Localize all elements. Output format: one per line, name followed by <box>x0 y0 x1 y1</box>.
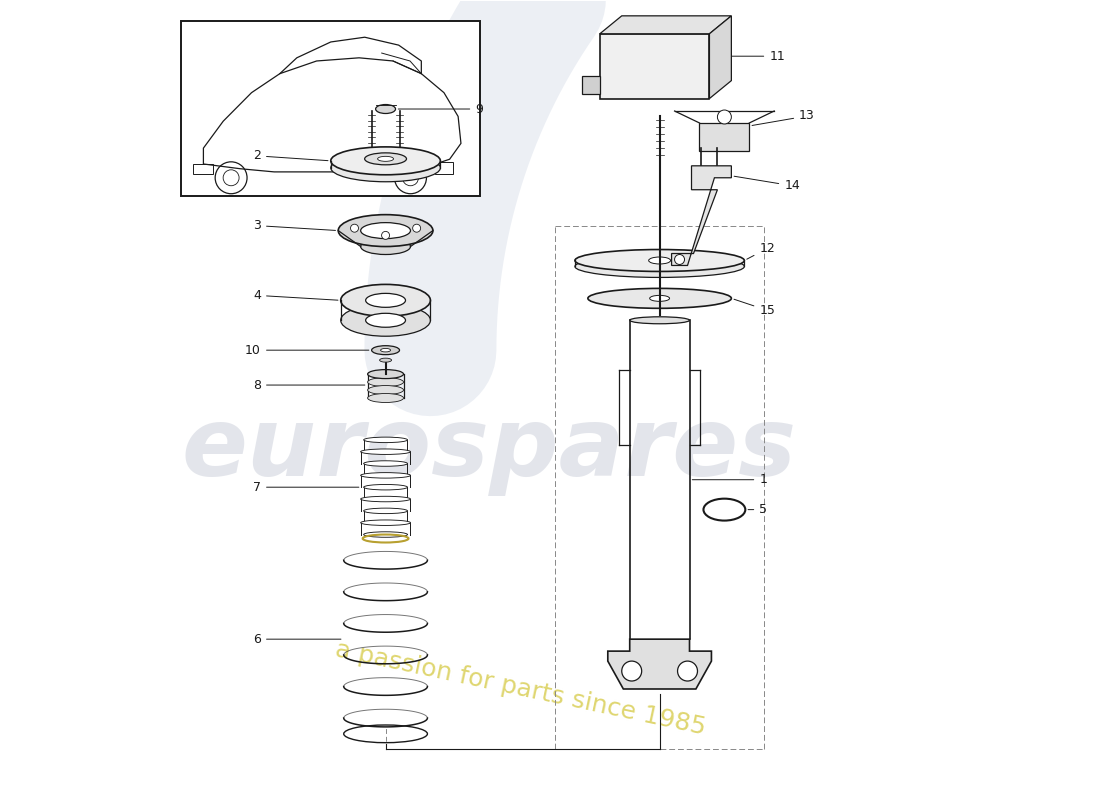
Text: 1: 1 <box>692 474 767 486</box>
Circle shape <box>412 224 420 232</box>
Text: 8: 8 <box>253 378 365 391</box>
Ellipse shape <box>587 288 732 308</box>
Polygon shape <box>582 76 600 94</box>
Circle shape <box>621 661 641 681</box>
Text: 14: 14 <box>734 176 800 192</box>
Text: 12: 12 <box>747 242 776 259</box>
Ellipse shape <box>361 473 410 478</box>
Ellipse shape <box>361 222 410 238</box>
Ellipse shape <box>341 285 430 316</box>
Ellipse shape <box>364 485 407 490</box>
Ellipse shape <box>361 520 410 526</box>
Ellipse shape <box>338 214 433 246</box>
Text: 4: 4 <box>253 289 338 302</box>
Text: a passion for parts since 1985: a passion for parts since 1985 <box>332 638 707 740</box>
Bar <box>600 34 710 98</box>
Ellipse shape <box>365 294 406 307</box>
Bar <box>436 162 453 174</box>
Text: 2: 2 <box>253 150 328 162</box>
Circle shape <box>674 254 684 265</box>
Ellipse shape <box>364 153 407 165</box>
Ellipse shape <box>364 532 407 538</box>
Circle shape <box>717 110 732 124</box>
Polygon shape <box>608 639 712 689</box>
Ellipse shape <box>650 295 670 302</box>
Ellipse shape <box>367 370 404 378</box>
Bar <box>194 164 213 174</box>
Polygon shape <box>710 16 732 98</box>
Ellipse shape <box>364 437 407 442</box>
Ellipse shape <box>575 250 745 271</box>
Text: 15: 15 <box>734 299 776 317</box>
Text: 9: 9 <box>398 102 483 115</box>
Ellipse shape <box>381 349 390 352</box>
Bar <box>700 123 749 151</box>
Text: 3: 3 <box>253 219 336 232</box>
Ellipse shape <box>575 255 745 278</box>
Ellipse shape <box>361 449 410 454</box>
Ellipse shape <box>372 346 399 354</box>
Text: 6: 6 <box>253 633 341 646</box>
Ellipse shape <box>331 147 440 174</box>
Ellipse shape <box>367 386 404 394</box>
Ellipse shape <box>361 238 410 254</box>
Ellipse shape <box>375 105 396 114</box>
Ellipse shape <box>361 496 410 502</box>
Ellipse shape <box>367 378 404 386</box>
Circle shape <box>382 231 389 239</box>
Circle shape <box>351 224 359 232</box>
Text: 10: 10 <box>245 344 368 357</box>
Ellipse shape <box>364 508 407 514</box>
Ellipse shape <box>341 304 430 336</box>
Ellipse shape <box>379 358 392 362</box>
Polygon shape <box>600 16 732 34</box>
Ellipse shape <box>629 317 690 324</box>
Text: 7: 7 <box>253 481 359 494</box>
Ellipse shape <box>377 156 394 162</box>
Polygon shape <box>672 166 732 266</box>
Ellipse shape <box>649 257 671 264</box>
Text: 13: 13 <box>752 110 815 126</box>
Text: eurospares: eurospares <box>182 403 796 496</box>
Ellipse shape <box>364 461 407 466</box>
Text: 11: 11 <box>712 50 785 62</box>
Circle shape <box>678 661 697 681</box>
Ellipse shape <box>365 314 406 327</box>
Text: 5: 5 <box>748 503 768 516</box>
Ellipse shape <box>331 154 440 182</box>
Ellipse shape <box>367 394 404 402</box>
Bar <box>182 22 481 196</box>
